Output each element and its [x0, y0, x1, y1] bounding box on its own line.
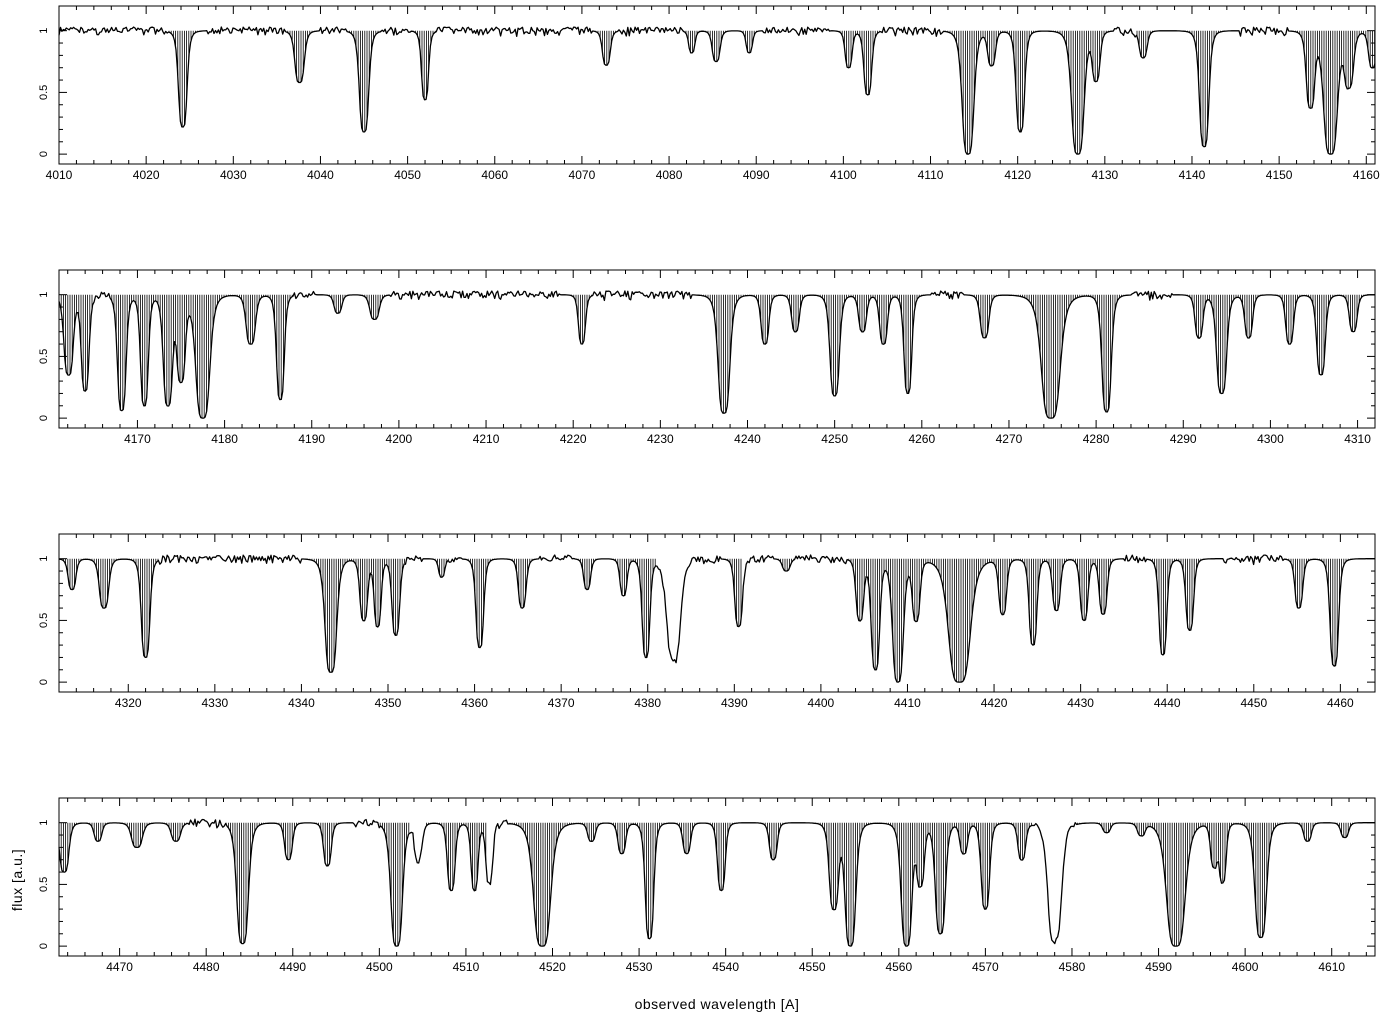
x-tick-label: 4500 [366, 960, 393, 974]
y-tick-label: 0.5 [38, 877, 50, 892]
x-tick-label: 4390 [721, 696, 748, 710]
panel-frame [58, 269, 1376, 429]
x-tick-label: 4460 [1327, 696, 1354, 710]
x-tick-label: 4090 [743, 168, 770, 182]
x-tick-label: 4180 [211, 432, 238, 446]
x-tick-label: 4150 [1266, 168, 1293, 182]
panel-frame [58, 5, 1376, 165]
x-tick-label: 4240 [734, 432, 761, 446]
x-tick-label: 4050 [394, 168, 421, 182]
x-tick-label: 4310 [1344, 432, 1371, 446]
x-tick-label: 4030 [220, 168, 247, 182]
x-tick-label: 4270 [996, 432, 1023, 446]
x-tick-label: 4540 [712, 960, 739, 974]
x-tick-label: 4080 [656, 168, 683, 182]
y-tick-label: 0 [38, 943, 50, 949]
x-tick-label: 4440 [1154, 696, 1181, 710]
x-tick-label: 4430 [1067, 696, 1094, 710]
spectrum-panel-1: 4010 4020 4030 4040 4050 4060 4070 4080 4090 4100… [38, 5, 1380, 182]
x-tick-label: 4490 [279, 960, 306, 974]
x-tick-label: 4250 [821, 432, 848, 446]
spectrum-panel-3: 4320 4330 4340 4350 4360 4370 4380 4390 4400 4410… [38, 533, 1376, 710]
x-tick-label: 4380 [634, 696, 661, 710]
x-tick-label: 4610 [1318, 960, 1345, 974]
x-tick-label: 4130 [1091, 168, 1118, 182]
x-tick-label: 4520 [539, 960, 566, 974]
x-tick-label: 4120 [1004, 168, 1031, 182]
x-tick-label: 4450 [1240, 696, 1267, 710]
y-tick-label: 0 [38, 151, 50, 157]
masked-region-hatching [168, 30, 1375, 155]
x-tick-label: 4570 [972, 960, 999, 974]
y-tick-label: 1 [38, 28, 50, 34]
x-tick-label: 4340 [288, 696, 315, 710]
x-tick-label: 4010 [46, 168, 73, 182]
x-tick-label: 4600 [1232, 960, 1259, 974]
y-tick-label: 0 [38, 679, 50, 685]
x-tick-label: 4190 [298, 432, 325, 446]
x-tick-label: 4290 [1170, 432, 1197, 446]
x-tick-label: 4280 [1083, 432, 1110, 446]
x-tick-label: 4360 [461, 696, 488, 710]
flux-series-line [58, 554, 1375, 683]
x-tick-label: 4480 [193, 960, 220, 974]
x-tick-label: 4260 [908, 432, 935, 446]
x-tick-label: 4420 [981, 696, 1008, 710]
x-tick-label: 4220 [560, 432, 587, 446]
x-tick-label: 4020 [133, 168, 160, 182]
y-tick-label: 0.5 [38, 349, 50, 364]
x-tick-label: 4410 [894, 696, 921, 710]
flux-series-line [58, 26, 1376, 155]
x-tick-label: 4560 [885, 960, 912, 974]
y-tick-label: 0.5 [38, 613, 50, 628]
x-tick-label: 4300 [1257, 432, 1284, 446]
y-tick-label: 1 [38, 556, 50, 562]
x-tick-label: 4530 [626, 960, 653, 974]
y-tick-label: 1 [38, 292, 50, 298]
spectrum-panel-2: 4170 4180 4190 4200 4210 4220 4230 4240 4250 4260… [38, 269, 1376, 446]
x-tick-label: 4060 [481, 168, 508, 182]
x-tick-label: 4350 [375, 696, 402, 710]
x-tick-label: 4400 [808, 696, 835, 710]
x-axis-label: observed wavelength [A] [635, 996, 800, 1012]
x-tick-label: 4200 [386, 432, 413, 446]
x-tick-label: 4070 [569, 168, 596, 182]
x-tick-label: 4590 [1145, 960, 1172, 974]
y-tick-label: 0.5 [38, 85, 50, 100]
panel-frame [58, 797, 1376, 957]
x-tick-label: 4170 [124, 432, 151, 446]
masked-region-hatching [58, 822, 1362, 947]
spectrum-panels: 4010 4020 4030 4040 4050 4060 4070 4080 4090 4100… [38, 5, 1380, 974]
y-tick-label: 0 [38, 415, 50, 421]
x-tick-label: 4580 [1059, 960, 1086, 974]
flux-series-line [58, 818, 1375, 947]
flux-series-line [58, 290, 1375, 419]
x-tick-label: 4210 [473, 432, 500, 446]
x-tick-label: 4160 [1353, 168, 1380, 182]
y-tick-label: 1 [38, 820, 50, 826]
x-tick-label: 4320 [115, 696, 142, 710]
x-tick-label: 4550 [799, 960, 826, 974]
x-tick-label: 4370 [548, 696, 575, 710]
x-tick-label: 4470 [106, 960, 133, 974]
x-tick-label: 4110 [918, 168, 944, 182]
masked-region-hatching [58, 558, 1364, 683]
x-tick-label: 4040 [307, 168, 334, 182]
x-tick-label: 4100 [830, 168, 857, 182]
x-tick-label: 4330 [201, 696, 228, 710]
x-tick-label: 4140 [1179, 168, 1206, 182]
spectrum-panel-4: 4470 4480 4490 4500 4510 4520 4530 4540 4550 4560… [38, 797, 1376, 974]
x-tick-label: 4230 [647, 432, 674, 446]
x-tick-label: 4510 [453, 960, 480, 974]
y-axis-label: flux [a.u.] [9, 849, 25, 911]
